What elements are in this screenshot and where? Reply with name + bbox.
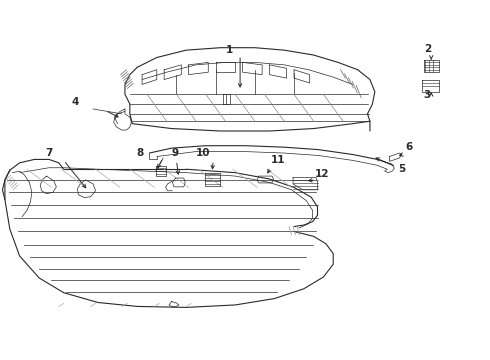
Text: 10: 10	[196, 148, 211, 158]
Text: 12: 12	[315, 168, 330, 179]
Text: 7: 7	[45, 148, 53, 158]
Text: 4: 4	[71, 98, 78, 108]
Text: 8: 8	[136, 148, 143, 158]
Text: 5: 5	[398, 164, 405, 174]
Text: 9: 9	[172, 148, 179, 158]
Text: 2: 2	[424, 44, 431, 54]
Text: 3: 3	[424, 90, 431, 100]
Text: 6: 6	[406, 142, 413, 152]
Text: 11: 11	[271, 155, 286, 165]
Text: 1: 1	[226, 45, 233, 55]
